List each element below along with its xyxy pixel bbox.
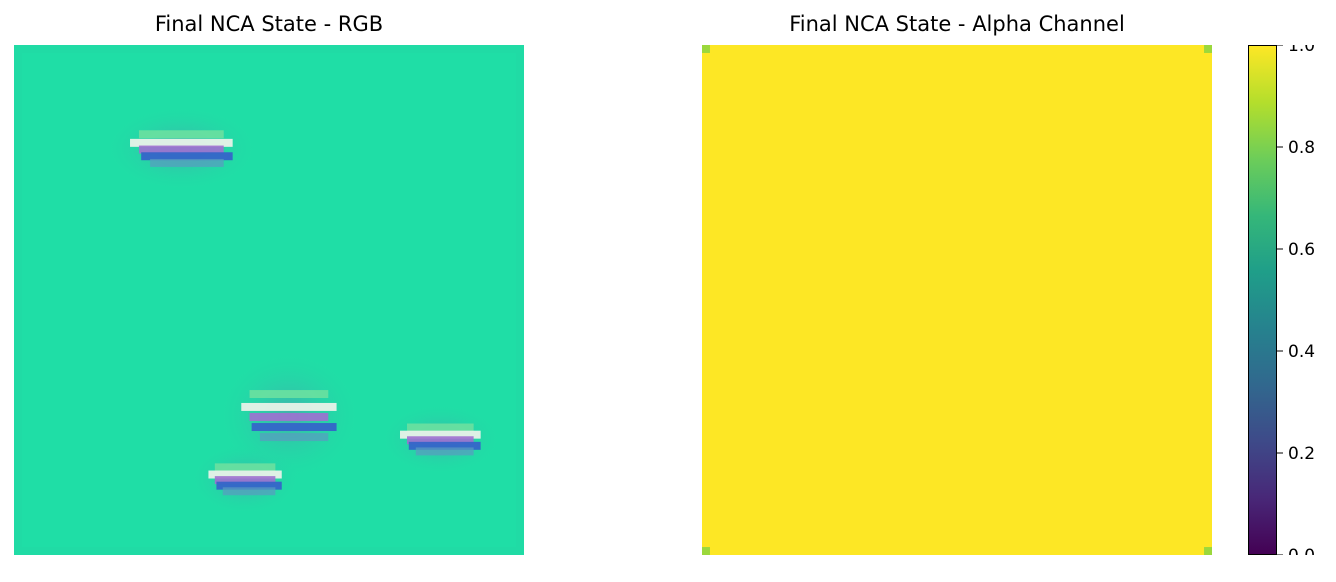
rgb-blob-4	[189, 443, 301, 516]
colorbar-tick-label: 0.8	[1288, 138, 1315, 158]
rgb-blob-stripe	[400, 430, 481, 439]
rgb-border	[14, 45, 524, 555]
alpha-fill	[702, 45, 1212, 555]
rgb-blob-stripe	[249, 412, 329, 421]
colorbar-tick-label: 0.4	[1288, 342, 1315, 362]
rgb-blob-stripe	[216, 481, 282, 490]
colorbar-tick-label: 0.2	[1288, 444, 1315, 464]
rgb-blob-stripe	[408, 441, 481, 450]
alpha-corners	[702, 45, 1212, 555]
rgb-blob-3	[378, 403, 502, 476]
colorbar-ticks: 0.0 0.2 0.4 0.6 0.8 1.0	[1277, 45, 1315, 555]
alpha-corner-2	[1204, 45, 1212, 53]
rgb-blob-stripe	[415, 447, 474, 456]
alpha-corner-1	[702, 45, 710, 53]
rgb-blob-stripe	[222, 487, 276, 496]
alpha-corner-4	[1204, 547, 1212, 555]
rgb-blob-stripe	[138, 130, 224, 139]
rgb-blobs	[103, 105, 502, 516]
colorbar	[1248, 45, 1277, 555]
rgb-blob-stripe	[407, 423, 474, 432]
colorbar-tick-label: 0.0	[1288, 546, 1315, 555]
colorbar-tick-label: 1.0	[1288, 45, 1315, 56]
alpha-corner-3	[702, 547, 710, 555]
rgb-blob-stripe	[214, 463, 276, 472]
rgb-blob-stripe	[259, 433, 329, 442]
rgb-blob-stripe	[141, 152, 233, 161]
rgb-blob-stripe	[407, 436, 474, 445]
rgb-blob-1	[103, 105, 260, 192]
rgb-blob-stripe	[241, 402, 337, 411]
alpha-heatmap	[702, 45, 1212, 555]
rgb-blob-stripe	[138, 145, 224, 154]
rgb-heatmap	[14, 45, 524, 555]
rgb-blob-stripe	[214, 476, 276, 485]
rgb-blob-stripe	[208, 470, 282, 479]
rgb-blob-stripe	[249, 390, 329, 399]
rgb-blob-stripe	[130, 138, 233, 147]
rgb-panel-title: Final NCA State - RGB	[154, 12, 384, 36]
alpha-panel-title: Final NCA State - Alpha Channel	[789, 12, 1125, 36]
rgb-blob-stripe	[251, 423, 337, 432]
rgb-blob-stripe	[150, 158, 224, 167]
colorbar-tick-label: 0.6	[1288, 240, 1315, 260]
